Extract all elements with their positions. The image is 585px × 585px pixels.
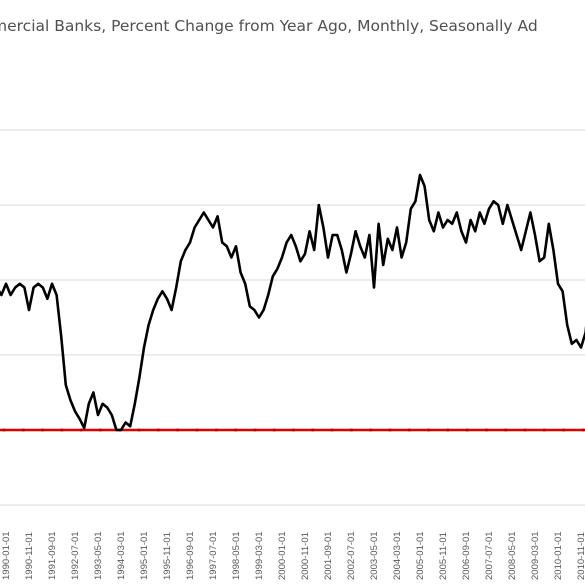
x-tick-label-24: 2010-01-01	[553, 531, 564, 580]
reference-line-marker-0	[2, 428, 6, 432]
reference-line-marker-14	[272, 428, 276, 432]
series-line-0	[0, 173, 585, 432]
reference-line-marker-29	[562, 428, 565, 432]
reference-line-marker-17	[330, 428, 334, 432]
x-tick-label-13: 2000-11-01	[300, 532, 311, 580]
x-tick-label-3: 1992-07-01	[70, 531, 81, 580]
reference-line-marker-10	[195, 428, 199, 432]
x-tick-label-12: 2000-01-01	[277, 531, 288, 580]
reference-line-marker-24	[465, 428, 469, 432]
reference-line-marker-26	[504, 428, 508, 432]
series-layer	[0, 173, 585, 432]
reference-line-marker-16	[311, 428, 315, 432]
x-tick-label-11: 1999-03-01	[254, 531, 265, 580]
x-tick-label-14: 2001-09-01	[323, 531, 334, 580]
x-tick-label-21: 2007-07-01	[484, 531, 495, 580]
x-tick-label-25: 2010-11-01	[576, 532, 585, 580]
reference-line-marker-30	[581, 428, 585, 432]
x-tick-label-9: 1997-07-01	[208, 531, 219, 580]
reference-line-marker-28	[543, 428, 546, 432]
reference-line-marker-5	[99, 428, 102, 432]
reference-line-marker-8	[157, 428, 160, 432]
reference-line-marker-18	[350, 428, 353, 432]
x-tick-label-6: 1995-01-01	[139, 531, 150, 580]
reference-line-marker-20	[388, 428, 392, 432]
x-tick-label-5: 1994-03-01	[116, 531, 127, 580]
reference-line-marker-3	[60, 428, 64, 432]
x-tick-label-4: 1993-05-01	[93, 531, 104, 580]
reference-line	[0, 428, 585, 432]
reference-line-marker-13	[253, 428, 257, 432]
reference-line-marker-19	[369, 428, 372, 432]
x-tick-label-20: 2006-09-01	[461, 531, 472, 580]
reference-line-marker-15	[292, 428, 295, 432]
reference-line-marker-21	[408, 428, 411, 432]
x-tick-label-2: 1991-09-01	[47, 531, 58, 580]
reference-line-marker-9	[176, 428, 179, 432]
chart-title: mercial Banks, Percent Change from Year …	[0, 17, 538, 35]
x-tick-label-16: 2003-05-01	[369, 531, 380, 580]
x-tick-label-7: 1995-11-01	[162, 532, 173, 580]
reference-line-marker-25	[485, 428, 488, 432]
reference-line-marker-4	[79, 428, 83, 432]
x-tick-label-22: 2008-05-01	[507, 531, 518, 580]
reference-line-marker-1	[22, 428, 25, 432]
reference-line-marker-12	[234, 428, 237, 432]
x-tick-label-17: 2004-03-01	[392, 531, 403, 580]
x-tick-label-19: 2005-11-01	[438, 532, 449, 580]
reference-line-marker-27	[523, 428, 527, 432]
reference-line-marker-7	[137, 428, 141, 432]
x-tick-label-1: 1990-11-01	[24, 532, 35, 580]
x-tick-label-15: 2002-07-01	[346, 531, 357, 580]
x-tick-label-10: 1998-05-01	[231, 531, 242, 580]
reference-line-marker-2	[41, 428, 44, 432]
reference-line-marker-23	[446, 428, 450, 432]
reference-line-marker-11	[215, 428, 218, 432]
x-tick-label-18: 2005-01-01	[415, 531, 426, 580]
reference-line-marker-22	[427, 428, 430, 432]
x-tick-label-23: 2009-03-01	[530, 531, 541, 580]
x-axis-tick-labels: 1990-01-01 1990-11-01 1991-09-01 1992-07-01…	[1, 531, 585, 580]
gridlines	[0, 129, 585, 506]
x-tick-label-8: 1996-09-01	[185, 531, 196, 580]
x-tick-label-0: 1990-01-01	[1, 531, 12, 580]
